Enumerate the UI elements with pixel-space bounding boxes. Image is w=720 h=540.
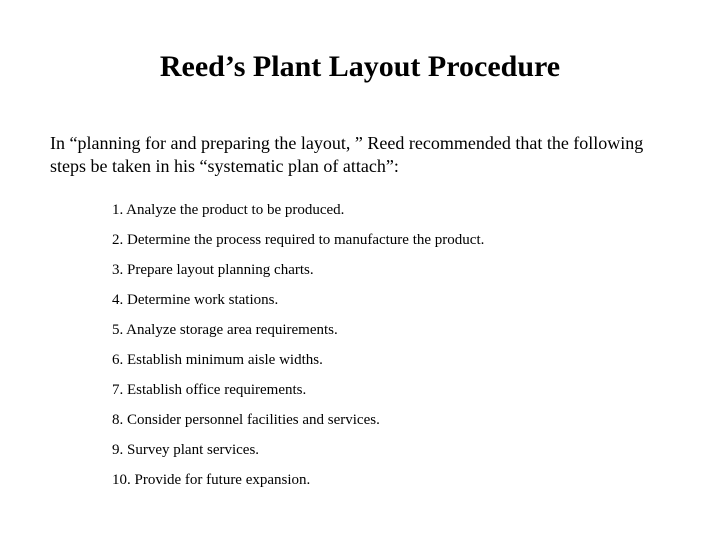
steps-list: 1. Analyze the product to be produced. 2… bbox=[50, 201, 670, 489]
list-item: 2. Determine the process required to man… bbox=[112, 231, 670, 249]
list-item: 3. Prepare layout planning charts. bbox=[112, 261, 670, 279]
list-item: 4. Determine work stations. bbox=[112, 291, 670, 309]
page-title: Reed’s Plant Layout Procedure bbox=[50, 50, 670, 84]
list-item: 9. Survey plant services. bbox=[112, 441, 670, 459]
list-item: 10. Provide for future expansion. bbox=[112, 471, 670, 489]
slide-container: Reed’s Plant Layout Procedure In “planni… bbox=[0, 0, 720, 489]
list-item: 5. Analyze storage area requirements. bbox=[112, 321, 670, 339]
intro-paragraph: In “planning for and preparing the layou… bbox=[50, 132, 670, 179]
list-item: 6. Establish minimum aisle widths. bbox=[112, 351, 670, 369]
list-item: 7. Establish office requirements. bbox=[112, 381, 670, 399]
list-item: 1. Analyze the product to be produced. bbox=[112, 201, 670, 219]
list-item: 8. Consider personnel facilities and ser… bbox=[112, 411, 670, 429]
